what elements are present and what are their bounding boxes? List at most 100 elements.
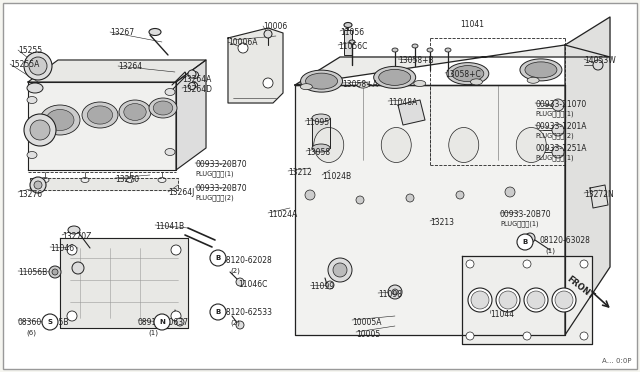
Circle shape xyxy=(263,78,273,88)
Text: 13267: 13267 xyxy=(110,28,134,37)
Circle shape xyxy=(30,177,46,193)
Ellipse shape xyxy=(312,114,330,122)
Polygon shape xyxy=(176,60,206,170)
Circle shape xyxy=(238,43,248,53)
Text: (2): (2) xyxy=(230,319,240,326)
Text: PLUGプラグ(2): PLUGプラグ(2) xyxy=(535,132,573,139)
Ellipse shape xyxy=(300,84,312,90)
Text: 08120-62028: 08120-62028 xyxy=(222,256,273,265)
Text: 00933-1251A: 00933-1251A xyxy=(535,144,586,153)
Ellipse shape xyxy=(344,22,352,28)
Text: 11095: 11095 xyxy=(305,118,329,127)
Ellipse shape xyxy=(381,128,412,163)
Circle shape xyxy=(552,124,564,136)
Circle shape xyxy=(517,234,533,250)
Text: 13276: 13276 xyxy=(18,190,42,199)
Ellipse shape xyxy=(149,98,177,118)
Text: 11044: 11044 xyxy=(490,310,514,319)
Ellipse shape xyxy=(470,79,483,85)
Text: (1): (1) xyxy=(545,248,555,254)
Text: A… 0:0P: A… 0:0P xyxy=(602,358,632,364)
Text: 15255A: 15255A xyxy=(10,60,40,69)
Text: PLUGプラグ(1): PLUGプラグ(1) xyxy=(535,110,573,116)
Circle shape xyxy=(552,99,564,111)
Circle shape xyxy=(392,289,398,295)
Circle shape xyxy=(24,114,56,146)
Circle shape xyxy=(188,70,196,78)
Ellipse shape xyxy=(153,101,173,115)
Circle shape xyxy=(49,266,61,278)
Text: 08120-62533: 08120-62533 xyxy=(222,308,273,317)
Ellipse shape xyxy=(392,48,398,52)
Text: FRONT: FRONT xyxy=(564,275,595,301)
Circle shape xyxy=(193,83,198,87)
Ellipse shape xyxy=(126,177,134,183)
Circle shape xyxy=(496,288,520,312)
Circle shape xyxy=(154,314,170,330)
Circle shape xyxy=(468,288,492,312)
Ellipse shape xyxy=(527,77,539,83)
Text: B: B xyxy=(216,309,221,315)
Text: 11056C: 11056C xyxy=(338,42,367,51)
Ellipse shape xyxy=(447,62,489,84)
Circle shape xyxy=(527,291,545,309)
Text: 11046C: 11046C xyxy=(238,280,268,289)
Circle shape xyxy=(171,245,181,255)
Circle shape xyxy=(524,288,548,312)
Ellipse shape xyxy=(149,29,161,35)
Text: 10006A: 10006A xyxy=(228,38,257,47)
Circle shape xyxy=(333,263,347,277)
Circle shape xyxy=(72,262,84,274)
Circle shape xyxy=(29,57,47,75)
Text: 13058+C: 13058+C xyxy=(445,70,481,79)
Text: 13264: 13264 xyxy=(118,62,142,71)
Text: PLUGプラグ(1): PLUGプラグ(1) xyxy=(535,154,573,161)
Circle shape xyxy=(34,181,42,189)
Circle shape xyxy=(236,321,244,329)
Text: PLUGプラグ(1): PLUGプラグ(1) xyxy=(500,220,539,227)
Polygon shape xyxy=(28,82,176,170)
Text: 11041: 11041 xyxy=(460,20,484,29)
Circle shape xyxy=(555,291,573,309)
Circle shape xyxy=(171,311,181,321)
Ellipse shape xyxy=(124,103,146,121)
Polygon shape xyxy=(565,17,610,335)
Text: 11056B: 11056B xyxy=(18,268,47,277)
Circle shape xyxy=(210,304,226,320)
Ellipse shape xyxy=(40,105,80,135)
Text: 11098: 11098 xyxy=(378,290,402,299)
Text: 11056: 11056 xyxy=(340,28,364,37)
Circle shape xyxy=(305,190,315,200)
Polygon shape xyxy=(30,178,178,190)
Circle shape xyxy=(523,260,531,268)
Text: 15255: 15255 xyxy=(18,46,42,55)
Circle shape xyxy=(356,196,364,204)
Text: 13264D: 13264D xyxy=(182,85,212,94)
Text: (6): (6) xyxy=(26,330,36,337)
Text: S: S xyxy=(47,319,52,325)
Circle shape xyxy=(189,83,195,90)
Text: 08360-6165B: 08360-6165B xyxy=(18,318,70,327)
Text: 00933-20B70: 00933-20B70 xyxy=(500,210,552,219)
Circle shape xyxy=(67,245,77,255)
Ellipse shape xyxy=(27,96,37,103)
Ellipse shape xyxy=(88,106,113,124)
Circle shape xyxy=(176,318,184,326)
Bar xyxy=(344,30,352,55)
Text: 11099: 11099 xyxy=(310,282,334,291)
Text: B: B xyxy=(522,239,527,245)
Circle shape xyxy=(456,191,464,199)
Text: 13270Z: 13270Z xyxy=(62,232,92,241)
Circle shape xyxy=(328,258,352,282)
Circle shape xyxy=(505,187,515,197)
Text: 10005: 10005 xyxy=(356,330,380,339)
Text: B: B xyxy=(216,255,221,261)
Polygon shape xyxy=(28,60,206,82)
Text: 00933-1201A: 00933-1201A xyxy=(535,122,586,131)
Circle shape xyxy=(52,269,58,275)
Text: 13272N: 13272N xyxy=(584,190,614,199)
Text: 11024A: 11024A xyxy=(268,210,297,219)
Polygon shape xyxy=(295,45,610,85)
Ellipse shape xyxy=(516,128,547,163)
Circle shape xyxy=(593,60,603,70)
